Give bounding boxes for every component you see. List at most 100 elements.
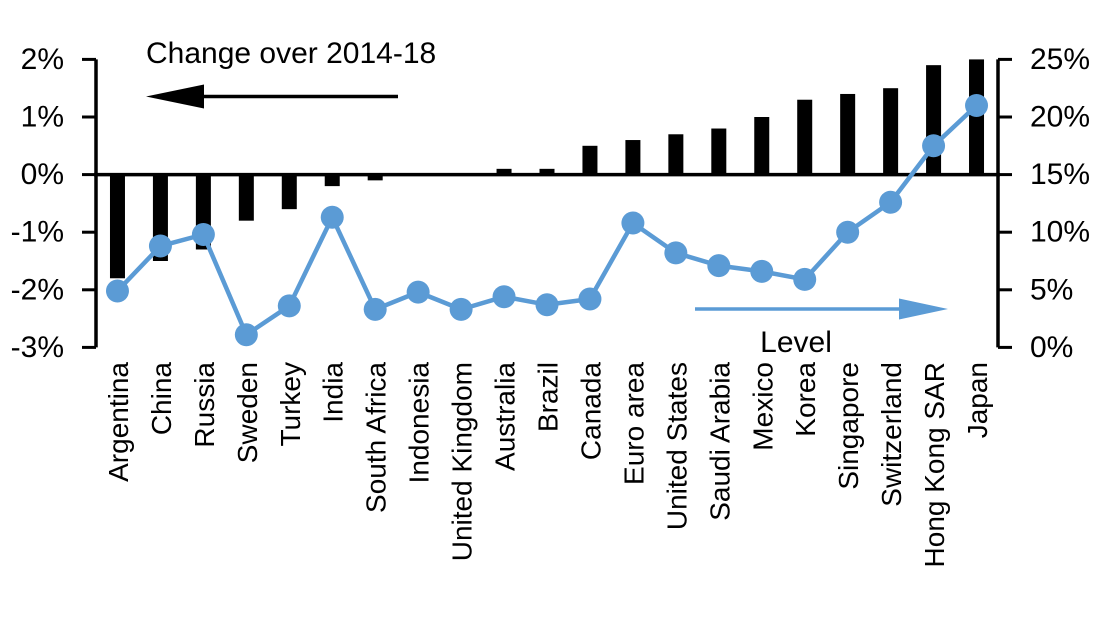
svg-text:Euro area: Euro area: [618, 362, 649, 485]
bar-Hong Kong SAR: [926, 65, 942, 175]
bar-Canada: [582, 145, 598, 175]
x-label-Brazil: Brazil: [533, 362, 564, 432]
bar-Korea: [797, 99, 813, 175]
svg-text:Japan: Japan: [962, 362, 993, 438]
svg-text:Singapore: Singapore: [833, 362, 864, 490]
svg-text:Canada: Canada: [575, 362, 606, 461]
right-axis-tick-label: 20%: [1030, 101, 1090, 134]
svg-text:South Africa: South Africa: [361, 362, 392, 513]
marker-Korea: [793, 267, 817, 291]
marker-India: [320, 205, 344, 229]
bar-India: [324, 174, 340, 187]
x-label-Australia: Australia: [490, 362, 521, 471]
left-axis-tick-label: -2%: [11, 273, 64, 306]
svg-text:China: China: [146, 362, 177, 436]
left-axis-tick-label: -3%: [11, 331, 64, 364]
bar-Brazil: [539, 168, 555, 175]
marker-Euro area: [621, 211, 645, 235]
x-label-Japan: Japan: [962, 362, 993, 438]
category-labels-layer: Argentina China Russia Sweden Turkey India Sou…: [103, 362, 993, 568]
marker-Russia: [191, 223, 215, 247]
marker-Brazil: [535, 293, 559, 317]
x-label-Argentina: Argentina: [103, 362, 134, 482]
x-label-Mexico: Mexico: [747, 362, 778, 451]
left-axis-tick-label: 1%: [21, 101, 64, 134]
x-label-Singapore: Singapore: [833, 362, 864, 490]
right-axis-tick-label: 5%: [1030, 273, 1073, 306]
marker-Hong Kong SAR: [922, 134, 946, 158]
bar-Argentina: [109, 174, 125, 279]
marker-Mexico: [750, 259, 774, 283]
x-label-Euro area: Euro area: [618, 362, 649, 485]
x-label-China: China: [146, 362, 177, 436]
x-label-Indonesia: Indonesia: [404, 362, 435, 484]
marker-Indonesia: [406, 280, 430, 304]
line-series-layer: [105, 93, 989, 347]
marker-United States: [664, 241, 688, 265]
svg-text:Mexico: Mexico: [747, 362, 778, 451]
marker-South Africa: [363, 297, 387, 321]
x-label-Sweden: Sweden: [232, 362, 263, 463]
x-label-India: India: [318, 362, 349, 423]
svg-text:Indonesia: Indonesia: [404, 362, 435, 484]
bar-series-title: Change over 2014-18: [146, 37, 436, 70]
svg-text:Russia: Russia: [189, 362, 220, 448]
x-label-Canada: Canada: [575, 362, 606, 461]
svg-text:United Kingdom: United Kingdom: [447, 362, 478, 561]
svg-text:Australia: Australia: [490, 362, 521, 471]
right-axis-tick-label: 10%: [1030, 216, 1090, 249]
svg-text:Argentina: Argentina: [103, 362, 134, 482]
marker-Australia: [492, 285, 516, 309]
marker-Japan: [965, 93, 989, 117]
right-axis-tick-label: 0%: [1030, 331, 1073, 364]
marker-Argentina: [105, 279, 129, 303]
marker-China: [148, 234, 172, 258]
marker-Turkey: [277, 294, 301, 318]
x-label-Turkey: Turkey: [275, 362, 306, 447]
svg-text:Sweden: Sweden: [232, 362, 263, 463]
svg-text:Brazil: Brazil: [533, 362, 564, 432]
svg-text:Korea: Korea: [790, 362, 821, 437]
bar-Switzerland: [883, 88, 899, 175]
marker-Switzerland: [879, 190, 903, 214]
marker-Singapore: [836, 220, 860, 244]
svg-text:Switzerland: Switzerland: [876, 362, 907, 507]
x-label-Russia: Russia: [189, 362, 220, 448]
bar-Turkey: [281, 174, 297, 210]
x-label-Switzerland: Switzerland: [876, 362, 907, 507]
x-label-Saudi Arabia: Saudi Arabia: [704, 362, 735, 521]
right-arrow-icon: [695, 298, 948, 320]
bar-Mexico: [754, 117, 770, 175]
line-series-title: Level: [760, 326, 832, 359]
svg-text:United States: United States: [661, 362, 692, 530]
bar-South Africa: [367, 174, 383, 181]
svg-text:Hong Kong SAR: Hong Kong SAR: [919, 362, 950, 567]
marker-Saudi Arabia: [707, 254, 731, 278]
x-label-United Kingdom: United Kingdom: [447, 362, 478, 561]
bar-Saudi Arabia: [711, 128, 727, 175]
x-label-United States: United States: [661, 362, 692, 530]
svg-text:India: India: [318, 362, 349, 423]
right-axis-tick-label: 25%: [1030, 43, 1090, 76]
marker-Sweden: [234, 323, 258, 347]
left-axis-tick-label: 2%: [21, 43, 64, 76]
right-axis-tick-label: 15%: [1030, 158, 1090, 191]
left-axis-tick-label: 0%: [21, 158, 64, 191]
x-label-South Africa: South Africa: [361, 362, 392, 513]
marker-Canada: [578, 287, 602, 311]
x-label-Hong Kong SAR: Hong Kong SAR: [919, 362, 950, 567]
bar-Australia: [496, 168, 512, 175]
bar-Sweden: [238, 174, 254, 221]
bar-Euro area: [625, 140, 641, 175]
x-label-Korea: Korea: [790, 362, 821, 437]
bar-United States: [668, 134, 684, 175]
svg-text:Turkey: Turkey: [275, 362, 306, 447]
bar-series-layer: [109, 59, 985, 279]
left-axis-tick-label: -1%: [11, 216, 64, 249]
bar-Japan: [969, 59, 985, 175]
marker-United Kingdom: [449, 297, 473, 321]
svg-text:Saudi Arabia: Saudi Arabia: [704, 362, 735, 521]
left-arrow-icon: [146, 84, 398, 109]
